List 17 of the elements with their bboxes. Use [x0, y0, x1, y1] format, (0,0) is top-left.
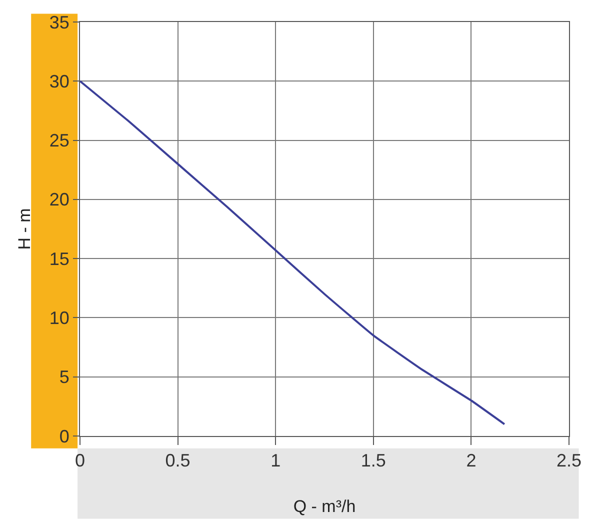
- x-tick-label: 1.5: [360, 450, 386, 471]
- y-tick-label: 10: [49, 308, 70, 328]
- line-series: [80, 80, 506, 426]
- x-tick-label: 2: [466, 450, 476, 471]
- x-axis-title: Q - m³/h: [293, 497, 356, 516]
- x-tick-label: 2.5: [556, 450, 582, 471]
- x-tick-label: 0.5: [165, 450, 190, 471]
- y-tick-label: 30: [49, 71, 70, 92]
- y-tick-label: 5: [59, 367, 70, 388]
- y-tick-label: 20: [49, 190, 70, 210]
- y-tick-label: 15: [49, 248, 70, 269]
- y-tick-label: 0: [59, 426, 70, 446]
- y-tick-label: 35: [49, 12, 70, 32]
- y-tick-label: 25: [49, 130, 70, 151]
- y-axis-title: H - m: [14, 208, 34, 250]
- x-tick-label: 0: [74, 450, 86, 471]
- x-tick-label: 1: [270, 450, 281, 471]
